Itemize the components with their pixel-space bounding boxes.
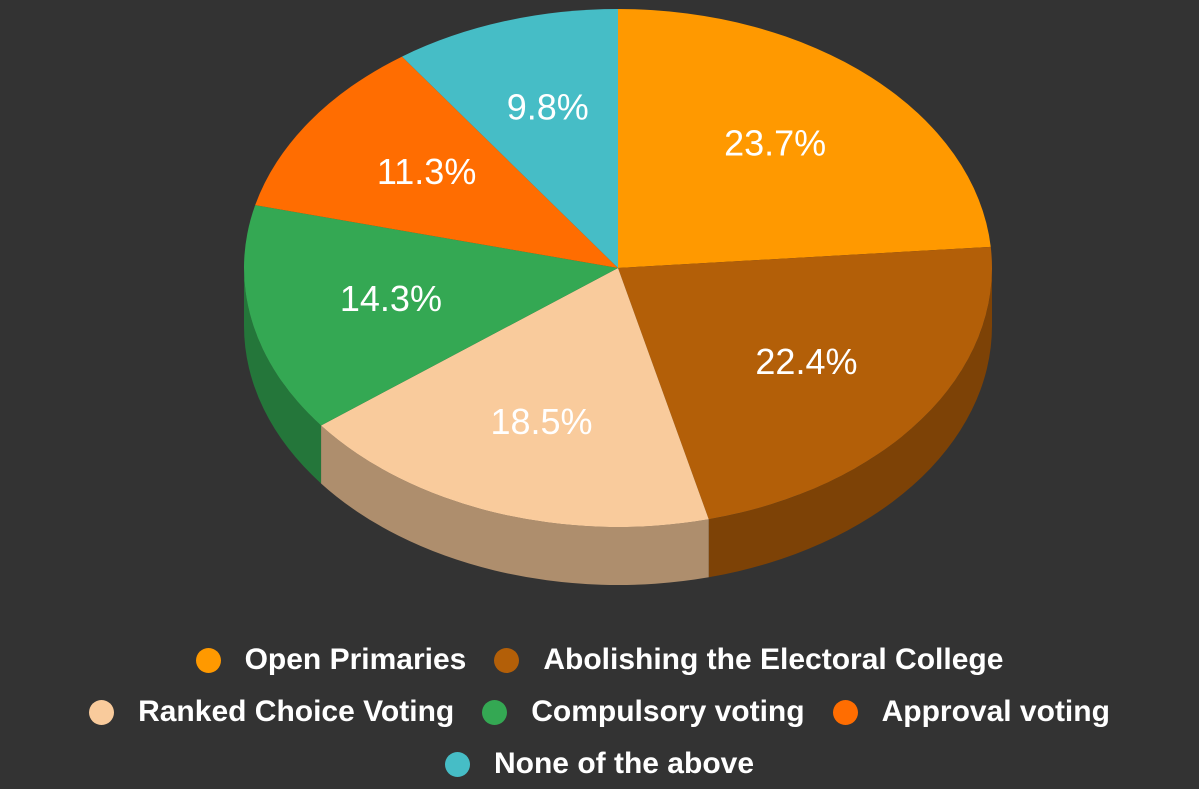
legend-item-approval-voting[interactable]: Approval voting [832, 695, 1110, 729]
slice-label-open-primaries: 23.7% [724, 123, 826, 164]
legend-item-abolishing-the-electoral-college[interactable]: Abolishing the Electoral College [494, 643, 1003, 677]
legend-swatch-icon [482, 699, 508, 725]
legend-item-none-of-the-above[interactable]: None of the above [444, 747, 755, 781]
legend-swatch-icon [444, 751, 470, 777]
slice-label-compulsory-voting: 14.3% [340, 278, 442, 319]
slice-label-none-of-the-above: 9.8% [507, 87, 589, 128]
legend-label: Abolishing the Electoral College [543, 643, 1004, 676]
legend-swatch-icon [89, 699, 115, 725]
legend-row: None of the above [0, 738, 1199, 789]
pie-slice-open-primaries[interactable] [618, 9, 991, 268]
legend-label: Ranked Choice Voting [138, 695, 455, 728]
pie-slice-side-ranked-choice-voting [321, 425, 709, 585]
slice-label-approval-voting: 11.3% [377, 151, 476, 192]
legend-label: Approval voting [881, 695, 1110, 728]
pie-plot-area: 23.7% 22.4% 18.5% 14.3% 11.3% 9.8% [244, 9, 992, 585]
legend-swatch-icon [494, 647, 520, 673]
pie-slice-side-compulsory-voting [244, 268, 322, 484]
pie-slice-side-abolishing-the-electoral-college [708, 268, 992, 578]
legend-label: None of the above [493, 747, 755, 780]
legend-item-ranked-choice-voting[interactable]: Ranked Choice Voting [89, 695, 454, 729]
pie-labels-layer: 23.7% 22.4% 18.5% 14.3% 11.3% 9.8% [340, 87, 858, 442]
legend: Open Primaries Abolishing the Electoral C… [0, 634, 1199, 789]
legend-row: Open Primaries Abolishing the Electoral C… [0, 634, 1199, 686]
legend-swatch-icon [195, 647, 221, 673]
pie-slice-ranked-choice-voting[interactable] [321, 268, 709, 527]
slice-label-ranked-choice-voting: 18.5% [490, 401, 592, 442]
pie-slice-approval-voting[interactable] [255, 56, 619, 268]
pie-slices-layer [244, 9, 992, 527]
pie-slice-abolishing-the-electoral-college[interactable] [618, 246, 992, 520]
legend-swatch-icon [832, 699, 858, 725]
legend-item-open-primaries[interactable]: Open Primaries [195, 643, 467, 677]
pie-slice-compulsory-voting[interactable] [244, 205, 618, 426]
pie-slice-none-of-the-above[interactable] [401, 9, 618, 268]
pie-depth-layer [244, 268, 992, 585]
legend-item-compulsory-voting[interactable]: Compulsory voting [482, 695, 805, 729]
slice-label-abolishing-the-electoral-college: 22.4% [755, 341, 857, 382]
legend-label: Open Primaries [244, 643, 467, 676]
legend-label: Compulsory voting [531, 695, 805, 728]
legend-row: Ranked Choice Voting Compulsory voting App… [0, 686, 1199, 738]
